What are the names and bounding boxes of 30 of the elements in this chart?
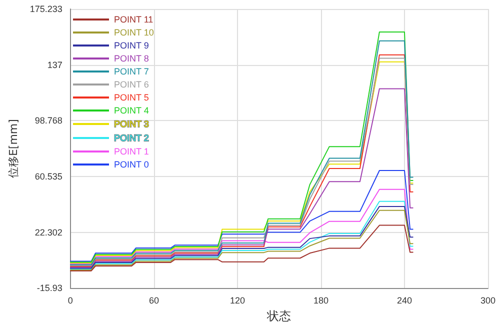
y-tick-label: 175.233 bbox=[30, 4, 62, 14]
x-tick-label: 240 bbox=[396, 296, 412, 306]
legend-label: POINT 2 bbox=[114, 133, 149, 143]
line-series bbox=[70, 170, 414, 262]
legend-label: POINT 1 bbox=[114, 146, 149, 156]
legend-label: POINT 5 bbox=[114, 92, 149, 102]
line-series bbox=[70, 88, 414, 268]
y-tick-label: 22.302 bbox=[34, 227, 62, 238]
x-axis-title: 状态 bbox=[266, 309, 292, 323]
legend-label: POINT 7 bbox=[114, 66, 149, 76]
y-tick-label: 98.768 bbox=[34, 116, 62, 126]
legend-label: POINT 3 bbox=[114, 119, 149, 129]
y-axis-title: 位移E[mm] bbox=[7, 119, 20, 178]
legend-label: POINT 6 bbox=[114, 80, 149, 90]
line-series bbox=[70, 224, 414, 272]
legend-label: POINT 8 bbox=[114, 54, 149, 64]
legend-label: POINT 10 bbox=[114, 28, 154, 38]
x-tick-label: 300 bbox=[480, 296, 496, 306]
legend-label: POINT 9 bbox=[114, 40, 149, 50]
x-tick-label: 180 bbox=[313, 296, 328, 306]
x-tick-label: 0 bbox=[68, 296, 73, 306]
y-tick-label: 137 bbox=[47, 60, 62, 70]
y-tick-label: -15.93 bbox=[36, 283, 62, 294]
y-tick-label: 60.535 bbox=[34, 171, 62, 182]
x-tick-label: 120 bbox=[230, 296, 245, 306]
x-tick-label: 60 bbox=[148, 296, 159, 306]
legend-label: POINT 11 bbox=[114, 14, 154, 24]
legend-label: POINT 0 bbox=[114, 160, 149, 170]
legend-label: POINT 4 bbox=[114, 106, 149, 116]
line-series bbox=[70, 188, 414, 264]
